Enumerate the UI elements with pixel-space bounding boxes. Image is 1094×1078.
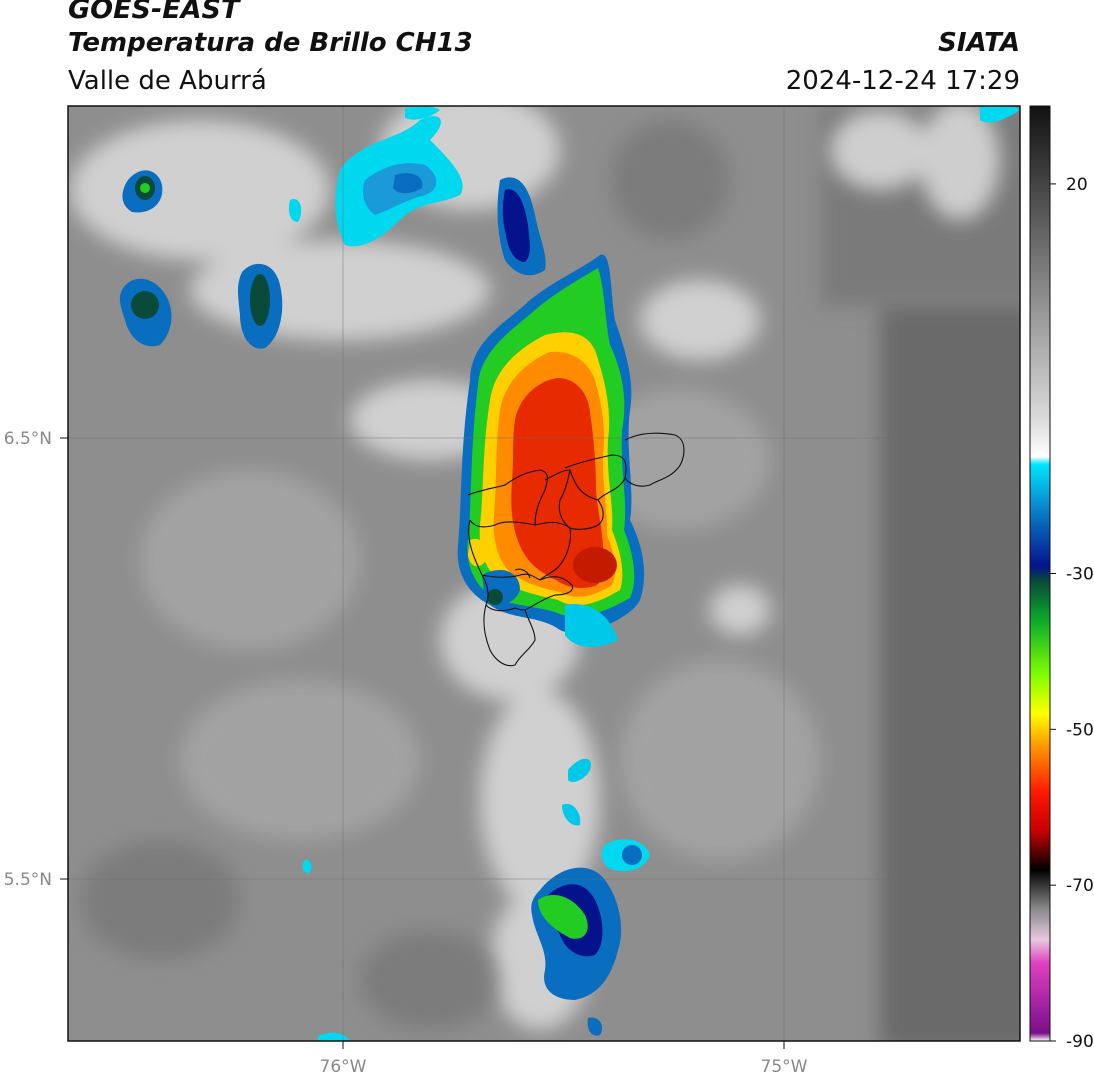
south-cloud-patches: [302, 758, 650, 1041]
graticule: [68, 106, 1020, 1041]
satellite-title: GOES-EAST: [68, 0, 240, 25]
product-title: Temperatura de Brillo CH13: [68, 28, 473, 58]
colorbar-tick-label: -70: [1066, 876, 1094, 896]
north-cloud-patches: [119, 106, 1020, 349]
region-label: Valle de Aburrá: [68, 66, 267, 96]
colorbar-gradient: [1030, 106, 1050, 1041]
lat-label-5-5: 5.5°N: [4, 870, 52, 890]
map-frame: [67, 105, 1021, 1042]
timestamp-label: 2024-12-24 17:29: [785, 66, 1020, 96]
lon-label-76w: 76°W: [320, 1057, 367, 1077]
colorbar-tick-label: -50: [1066, 720, 1094, 740]
municipal-boundaries: [467, 432, 685, 667]
organization-label: SIATA: [938, 28, 1020, 58]
lon-label-75w: 75°W: [761, 1057, 808, 1077]
brightness-temperature-field: [68, 106, 1020, 1041]
lat-label-6-5: 6.5°N: [4, 429, 52, 449]
colorbar-tick-label: -90: [1066, 1032, 1094, 1052]
convective-cloud-cluster: [457, 177, 645, 647]
colorbar-tick-label: -30: [1066, 565, 1094, 585]
colorbar-tick-label: 20: [1066, 175, 1088, 195]
colorbar: 20 -30 -50 -70 -90: [1029, 105, 1094, 1052]
